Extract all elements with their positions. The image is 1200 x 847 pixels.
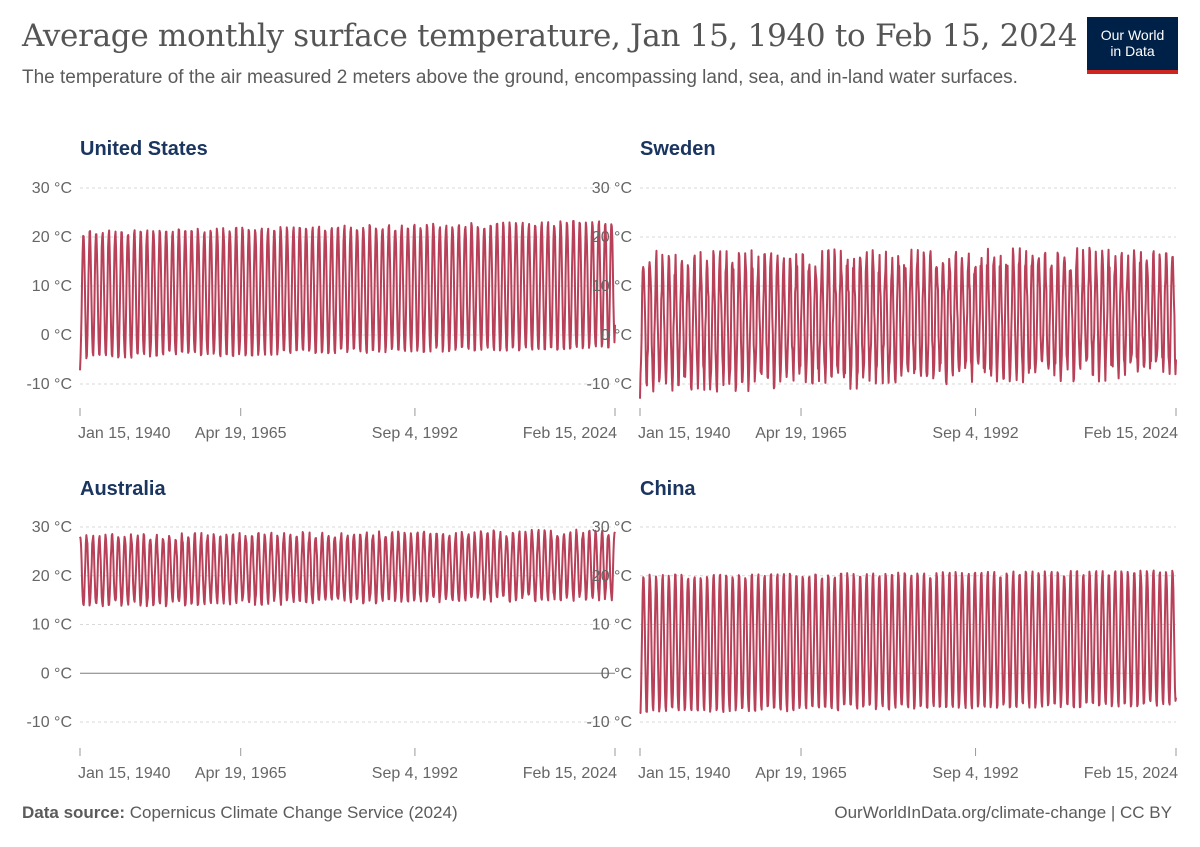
x-tick-label: Sep 4, 1992	[372, 425, 458, 442]
y-tick-label: 0 °C	[601, 665, 632, 682]
chart-china: 30 °C 20 °C 10 °C 0 °C -10 °C Jan 15, 1940 Apr…	[586, 519, 1178, 782]
y-tick-label: -10 °C	[586, 714, 632, 731]
panel-title: United States	[80, 138, 208, 160]
x-tick-label: Apr 19, 1965	[195, 425, 287, 442]
y-tick-label: 20 °C	[592, 229, 632, 246]
x-tick-label: Sep 4, 1992	[372, 765, 458, 782]
logo-line-1: Our World	[1100, 27, 1165, 43]
data-source: Data source: Copernicus Climate Change S…	[22, 803, 458, 823]
y-tick-label: -10 °C	[586, 376, 632, 393]
x-tick-label: Apr 19, 1965	[755, 425, 847, 442]
x-tick-label: Sep 4, 1992	[932, 425, 1018, 442]
y-tick-label: 0 °C	[601, 327, 632, 344]
data-source-text: Copernicus Climate Change Service (2024)	[129, 803, 458, 822]
footer-link[interactable]: OurWorldInData.org/climate-change | CC B…	[834, 803, 1172, 822]
chart-subtitle: The temperature of the air measured 2 me…	[22, 67, 1018, 88]
data-source-label: Data source:	[22, 803, 125, 822]
y-tick-label: 10 °C	[32, 617, 72, 634]
panel-title: Sweden	[640, 138, 716, 160]
y-tick-label: 20 °C	[32, 568, 72, 585]
x-tick-label: Jan 15, 1940	[638, 765, 731, 782]
logo-line-2: in Data	[1110, 43, 1155, 59]
y-tick-label: 0 °C	[41, 665, 72, 682]
y-tick-label: 20 °C	[32, 229, 72, 246]
x-tick-label: Jan 15, 1940	[638, 425, 731, 442]
y-tick-label: 30 °C	[592, 519, 632, 536]
panel-title: Australia	[80, 478, 166, 500]
series-line	[79, 528, 616, 608]
y-tick-label: 30 °C	[32, 519, 72, 536]
y-tick-label: 10 °C	[32, 278, 72, 295]
x-tick-label: Apr 19, 1965	[195, 765, 287, 782]
series-line	[79, 219, 616, 371]
x-tick-label: Jan 15, 1940	[78, 425, 171, 442]
x-tick-label: Feb 15, 2024	[523, 425, 617, 442]
chart-united-states: 30 °C 20 °C 10 °C 0 °C -10 °C Jan 15, 1940 Apr…	[26, 180, 617, 442]
y-tick-label: -10 °C	[26, 714, 72, 731]
y-tick-label: 30 °C	[592, 180, 632, 197]
x-tick-label: Feb 15, 2024	[523, 765, 617, 782]
chart-title: Average monthly surface temperature, Jan…	[22, 18, 1078, 54]
y-tick-label: 10 °C	[592, 617, 632, 634]
owid-logo[interactable]: Our World in Data	[1087, 17, 1178, 74]
chart-sweden: 30 °C 20 °C 10 °C 0 °C -10 °C Jan 15, 1940 Apr…	[586, 180, 1178, 442]
y-tick-label: 10 °C	[592, 278, 632, 295]
y-tick-label: -10 °C	[26, 376, 72, 393]
series-line	[639, 246, 1177, 399]
x-tick-label: Feb 15, 2024	[1084, 765, 1178, 782]
y-tick-label: 0 °C	[41, 327, 72, 344]
series-line	[639, 569, 1177, 714]
chart-australia: 30 °C 20 °C 10 °C 0 °C -10 °C Jan 15, 1940 Apr…	[26, 519, 617, 782]
x-tick-label: Feb 15, 2024	[1084, 425, 1178, 442]
y-tick-label: 30 °C	[32, 180, 72, 197]
y-tick-label: 20 °C	[592, 568, 632, 585]
x-tick-label: Apr 19, 1965	[755, 765, 847, 782]
x-tick-label: Sep 4, 1992	[932, 765, 1018, 782]
panel-title: China	[640, 478, 696, 500]
x-tick-label: Jan 15, 1940	[78, 765, 171, 782]
